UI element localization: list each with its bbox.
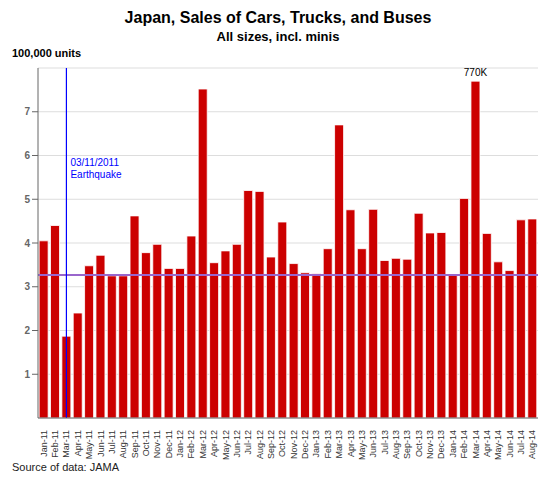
svg-text:Jul-14: Jul-14 bbox=[516, 430, 526, 455]
svg-text:Jul-12: Jul-12 bbox=[243, 430, 253, 455]
svg-text:Feb-13: Feb-13 bbox=[323, 430, 333, 459]
svg-text:Oct-11: Oct-11 bbox=[141, 430, 151, 456]
svg-text:Nov-13: Nov-13 bbox=[425, 430, 435, 459]
html-text:Japan, Sales of Cars, Trucks,: Japan, Sales of Cars, Trucks, and Buses bbox=[124, 9, 432, 26]
svg-text:2: 2 bbox=[24, 325, 30, 336]
svg-text:Jul-11: Jul-11 bbox=[107, 430, 117, 454]
svg-text:1: 1 bbox=[24, 369, 30, 380]
svg-text:5: 5 bbox=[24, 194, 30, 205]
svg-text:Jun-14: Jun-14 bbox=[505, 430, 515, 458]
svg-text:Aug-14: Aug-14 bbox=[527, 430, 537, 459]
svg-text:Jan-14: Jan-14 bbox=[448, 430, 458, 458]
svg-text:Jan-13: Jan-13 bbox=[311, 430, 321, 458]
svg-text:Sep-13: Sep-13 bbox=[402, 430, 412, 459]
svg-text:Sep-11: Sep-11 bbox=[130, 430, 140, 458]
svg-text:Apr-14: Apr-14 bbox=[482, 430, 492, 457]
svg-text:Dec-11: Dec-11 bbox=[164, 430, 174, 458]
svg-text:Sep-12: Sep-12 bbox=[266, 430, 276, 459]
svg-text:Apr-12: Apr-12 bbox=[209, 430, 219, 457]
svg-text:Dec-12: Dec-12 bbox=[300, 430, 310, 459]
svg-text:Oct-12: Oct-12 bbox=[277, 430, 287, 457]
svg-text:Apr-13: Apr-13 bbox=[346, 430, 356, 457]
svg-text:Nov-12: Nov-12 bbox=[289, 430, 299, 459]
svg-text:Oct-13: Oct-13 bbox=[414, 430, 424, 457]
svg-text:May-13: May-13 bbox=[357, 430, 367, 460]
svg-text:May-14: May-14 bbox=[493, 430, 503, 460]
svg-text:Jan-11: Jan-11 bbox=[39, 430, 49, 457]
svg-text:3: 3 bbox=[24, 281, 30, 292]
svg-text:Dec-13: Dec-13 bbox=[436, 430, 446, 459]
svg-text:Apr-11: Apr-11 bbox=[73, 430, 83, 456]
svg-text:Jan-12: Jan-12 bbox=[175, 430, 185, 458]
svg-text:May-12: May-12 bbox=[221, 430, 231, 460]
html-text:100,000 units: 100,000 units bbox=[12, 47, 82, 59]
svg-text:770K: 770K bbox=[464, 67, 488, 78]
html-text:Source of data: JAMA: Source of data: JAMA bbox=[12, 461, 119, 473]
svg-text:Nov-11: Nov-11 bbox=[152, 430, 162, 458]
svg-text:Jun-13: Jun-13 bbox=[368, 430, 378, 458]
svg-text:May-11: May-11 bbox=[84, 430, 94, 459]
svg-text:Feb-12: Feb-12 bbox=[186, 430, 196, 459]
svg-text:Aug-11: Aug-11 bbox=[118, 430, 128, 458]
svg-text:Feb-11: Feb-11 bbox=[50, 430, 60, 458]
svg-text:Mar-11: Mar-11 bbox=[61, 430, 71, 458]
svg-text:Mar-14: Mar-14 bbox=[471, 430, 481, 459]
svg-text:Jun-12: Jun-12 bbox=[232, 430, 242, 458]
svg-text:Jul-13: Jul-13 bbox=[380, 430, 390, 455]
html-text:All sizes, incl. minis: All sizes, incl. minis bbox=[216, 29, 340, 44]
svg-text:03/11/2011Earthquake: 03/11/2011Earthquake bbox=[70, 157, 122, 180]
svg-text:7: 7 bbox=[24, 106, 30, 117]
svg-text:Mar-12: Mar-12 bbox=[198, 430, 208, 459]
svg-text:Aug-13: Aug-13 bbox=[391, 430, 401, 459]
svg-text:Aug-12: Aug-12 bbox=[255, 430, 265, 459]
svg-text:4: 4 bbox=[24, 238, 30, 249]
svg-text:6: 6 bbox=[24, 150, 30, 161]
svg-text:Mar-13: Mar-13 bbox=[334, 430, 344, 459]
svg-text:Feb-14: Feb-14 bbox=[459, 430, 469, 459]
svg-text:Jun-11: Jun-11 bbox=[96, 430, 106, 457]
